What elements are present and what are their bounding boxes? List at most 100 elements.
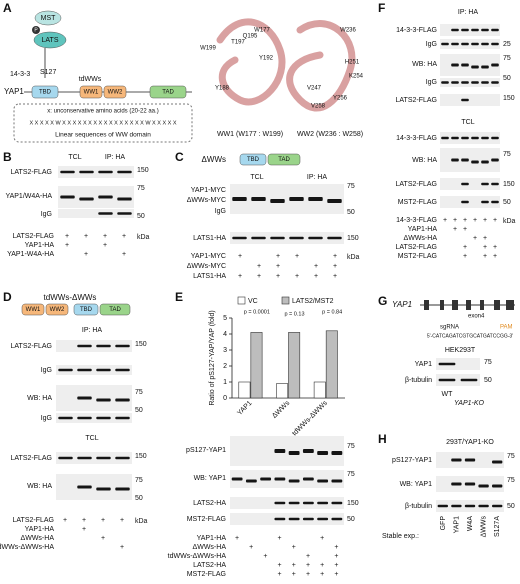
- band: [245, 479, 257, 483]
- band: [302, 449, 314, 453]
- y-tick-label: 5: [223, 315, 227, 322]
- band: [302, 477, 314, 481]
- sign: +: [453, 226, 457, 233]
- residue-label: V258: [311, 104, 326, 110]
- band: [451, 42, 459, 46]
- row-label: pS127-YAP1: [392, 457, 432, 464]
- band: [471, 28, 479, 32]
- band: [478, 504, 489, 508]
- band: [451, 136, 459, 140]
- band: [451, 458, 462, 462]
- band: [464, 482, 476, 486]
- gene-label: YAP1: [392, 300, 412, 309]
- sign: +: [306, 562, 310, 569]
- region-label: tdWWs: [79, 76, 102, 83]
- domain: [103, 85, 127, 99]
- legend-label: LATS2/MST2: [292, 298, 334, 305]
- panel-label: H: [378, 432, 387, 446]
- bar: [238, 381, 251, 399]
- kda: kDa: [347, 254, 360, 261]
- band: [438, 362, 456, 366]
- band: [327, 236, 342, 240]
- row-label: WB: YAP1: [400, 481, 433, 488]
- sign: +: [333, 263, 337, 270]
- domain-label: WW2: [108, 90, 123, 96]
- p-value: p = 0.0001: [244, 309, 270, 315]
- legend-swatch: [281, 296, 290, 305]
- sign: +: [276, 253, 280, 260]
- blot: [58, 209, 134, 218]
- band: [451, 482, 462, 486]
- band: [232, 197, 247, 201]
- sign: +: [276, 273, 280, 280]
- protein-label: YAP1: [4, 87, 24, 96]
- band: [317, 517, 329, 521]
- blot: [440, 39, 500, 49]
- sign: +: [334, 544, 338, 551]
- lane-label: W4A: [467, 516, 474, 532]
- band: [492, 460, 503, 464]
- x-tick-label: YAP1: [236, 400, 253, 417]
- band: [492, 484, 503, 488]
- band: [491, 42, 499, 46]
- band: [471, 65, 479, 69]
- band: [115, 416, 130, 420]
- sign: +: [463, 253, 467, 260]
- band: [96, 398, 111, 402]
- band: [289, 236, 304, 240]
- band: [441, 42, 449, 46]
- band: [491, 200, 499, 204]
- row-label: IgG: [426, 41, 437, 48]
- y-tick-label: 3: [223, 347, 227, 354]
- sequence: 5'-CATCAGATCGTGCATGATCCGG-3': [427, 333, 513, 339]
- caption: Linear sequences of WW domain: [55, 132, 151, 139]
- residue-label: W236: [340, 28, 356, 34]
- mw-marker: 75: [507, 477, 515, 484]
- exon: [494, 300, 500, 310]
- band: [451, 158, 459, 162]
- band: [460, 378, 478, 382]
- blot: [56, 413, 132, 423]
- sign: +: [278, 535, 282, 542]
- sign: +: [443, 217, 447, 224]
- blot: [440, 132, 500, 144]
- residue-label: Y256: [333, 96, 348, 102]
- blot: [436, 374, 480, 386]
- row-label: LATS2-FLAG: [396, 181, 438, 188]
- row-label: IgG: [41, 211, 52, 218]
- row-label: β-tubulin: [405, 377, 432, 384]
- sign: +: [84, 233, 88, 240]
- lane-label: YAP1: [453, 516, 460, 533]
- band: [451, 81, 459, 84]
- band: [327, 199, 342, 203]
- band: [461, 63, 469, 67]
- band: [115, 368, 130, 372]
- panel-label: A: [3, 1, 12, 15]
- sign: +: [292, 571, 296, 578]
- band: [260, 477, 272, 481]
- band: [481, 160, 489, 164]
- mw-marker: 75: [135, 389, 143, 396]
- residue-label: H251: [345, 60, 360, 66]
- sign: +: [463, 244, 467, 251]
- band: [451, 63, 459, 67]
- bar: [288, 332, 301, 399]
- sign: +: [101, 517, 105, 524]
- sign: +: [63, 517, 67, 524]
- band: [274, 449, 286, 453]
- row-label: LATS2-FLAG: [11, 455, 53, 462]
- band: [308, 236, 323, 240]
- band: [77, 456, 92, 460]
- band: [117, 197, 132, 201]
- row-label: MST2-FLAG: [187, 516, 226, 523]
- band: [438, 378, 456, 382]
- band: [274, 477, 286, 481]
- band: [461, 42, 469, 46]
- sgrna-label: sgRNA: [440, 325, 459, 331]
- sign: +: [65, 242, 69, 249]
- sign: +: [334, 571, 338, 578]
- band: [274, 517, 286, 521]
- condition-label: YAP1-MYC: [191, 253, 226, 260]
- condition-label: LATS2-FLAG: [13, 233, 55, 240]
